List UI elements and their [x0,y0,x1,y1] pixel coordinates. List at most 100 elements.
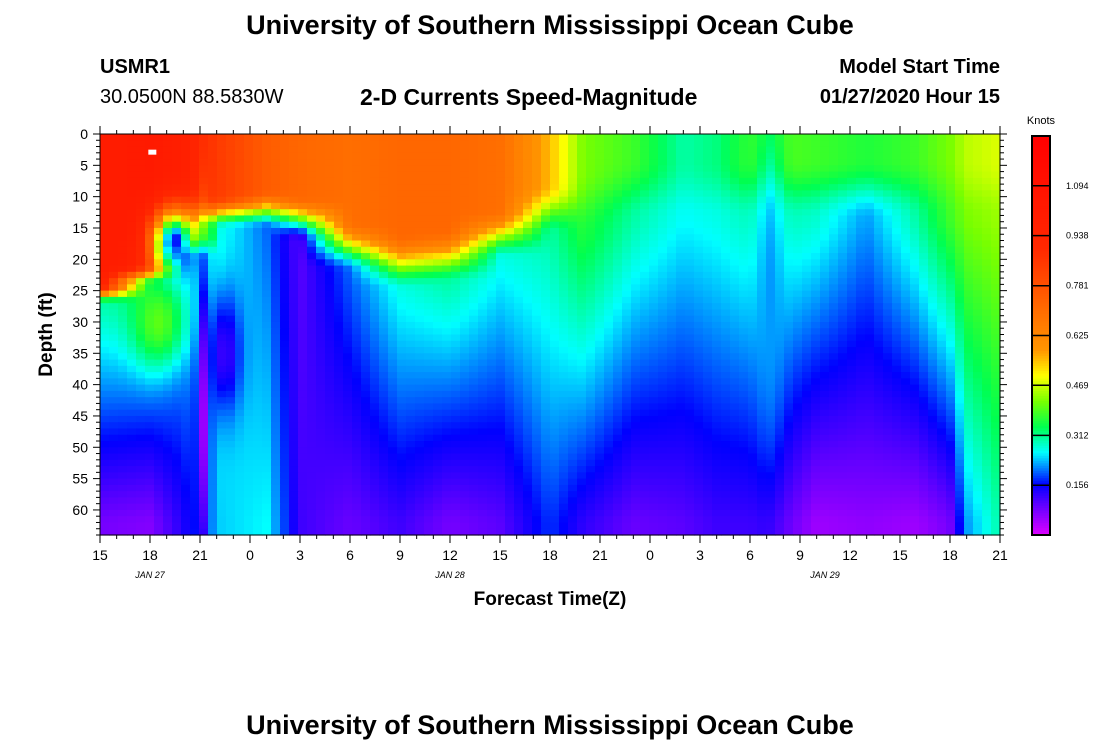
heatmap-cell [568,209,578,217]
heatmap-cell [910,397,920,405]
heatmap-cell [298,177,308,185]
heatmap-cell [550,397,560,405]
heatmap-cell [460,359,470,367]
heatmap-cell [298,315,308,323]
heatmap-cell [433,190,443,198]
heatmap-cell [109,309,119,317]
heatmap-cell [928,359,938,367]
heatmap-cell [883,290,893,298]
heatmap-cell [622,422,632,430]
heatmap-cell [802,296,812,304]
heatmap-cell [730,165,740,173]
heatmap-cell [613,265,623,273]
heatmap-cell [595,384,605,392]
heatmap-cell [118,397,128,405]
heatmap-cell [406,384,416,392]
heatmap-cell [424,202,434,210]
heatmap-cell [109,303,119,311]
heatmap-cell [127,271,137,279]
heatmap-cell [991,328,1001,336]
heatmap-cell [622,159,632,166]
heatmap-cell [415,303,425,311]
heatmap-cell [667,152,677,160]
heatmap-cell [748,209,758,217]
heatmap-cell [568,152,578,160]
heatmap-cell [505,234,515,242]
heatmap-cell [955,253,965,260]
heatmap-cell [433,434,443,442]
heatmap-cell [325,177,335,185]
heatmap-cell [784,196,794,204]
heatmap-cell [172,196,182,204]
heatmap-cell [595,334,605,342]
heatmap-cell [874,152,884,160]
heatmap-cell [307,159,317,166]
heatmap-cell [802,196,812,204]
heatmap-cell [352,384,362,392]
heatmap-cell [964,202,974,210]
heatmap-cell [685,409,695,417]
heatmap-cell [667,397,677,405]
heatmap-cell [496,271,506,279]
heatmap-cell [694,441,704,448]
heatmap-cell [226,353,236,361]
heatmap-cell [532,403,542,411]
heatmap-cell [514,378,524,386]
heatmap-cell [127,221,137,229]
heatmap-cell [577,227,587,235]
heatmap-cell [226,315,236,323]
heatmap-cell [784,409,794,417]
heatmap-cell [703,209,713,217]
heatmap-cell [604,384,614,392]
heatmap-cell [523,227,533,235]
heatmap-cell [154,353,164,361]
heatmap-cell [172,365,182,373]
heatmap-cell [244,171,254,179]
heatmap-cell [361,215,371,223]
heatmap-cell [352,240,362,248]
heatmap-cell [865,221,875,229]
heatmap-cell [316,265,326,273]
heatmap-cell [541,372,551,379]
heatmap-cell [568,340,578,348]
heatmap-cell [163,196,173,204]
heatmap-cell [712,397,722,405]
heatmap-cell [667,290,677,298]
heatmap-cell [622,152,632,160]
heatmap-cell [271,165,281,173]
heatmap-cell [523,271,533,279]
heatmap-cell [334,271,344,279]
heatmap-cell [136,403,146,411]
heatmap-cell [586,441,596,448]
heatmap-cell [712,140,722,148]
heatmap-cell [712,303,722,311]
heatmap-cell [370,441,380,448]
heatmap-cell [379,271,389,279]
heatmap-cell [883,434,893,442]
heatmap-cell [181,434,191,442]
heatmap-cell [937,372,947,379]
heatmap-cell [262,390,272,398]
heatmap-cell [451,409,461,417]
heatmap-cell [523,152,533,160]
heatmap-cell [667,428,677,436]
heatmap-cell [379,134,389,141]
heatmap-cell [793,196,803,204]
heatmap-cell [775,290,785,298]
heatmap-cell [595,140,605,148]
heatmap-cell [820,240,830,248]
heatmap-cell [577,365,587,373]
heatmap-cell [694,271,704,279]
heatmap-cell [820,184,830,191]
heatmap-cell [874,390,884,398]
heatmap-cell [154,365,164,373]
heatmap-cell [739,190,749,198]
heatmap-cell [631,290,641,298]
heatmap-cell [469,196,479,204]
heatmap-cell [910,372,920,379]
heatmap-cell [919,184,929,191]
heatmap-cell [703,422,713,430]
heatmap-cell [298,184,308,191]
heatmap-cell [505,434,515,442]
heatmap-cell [640,177,650,185]
